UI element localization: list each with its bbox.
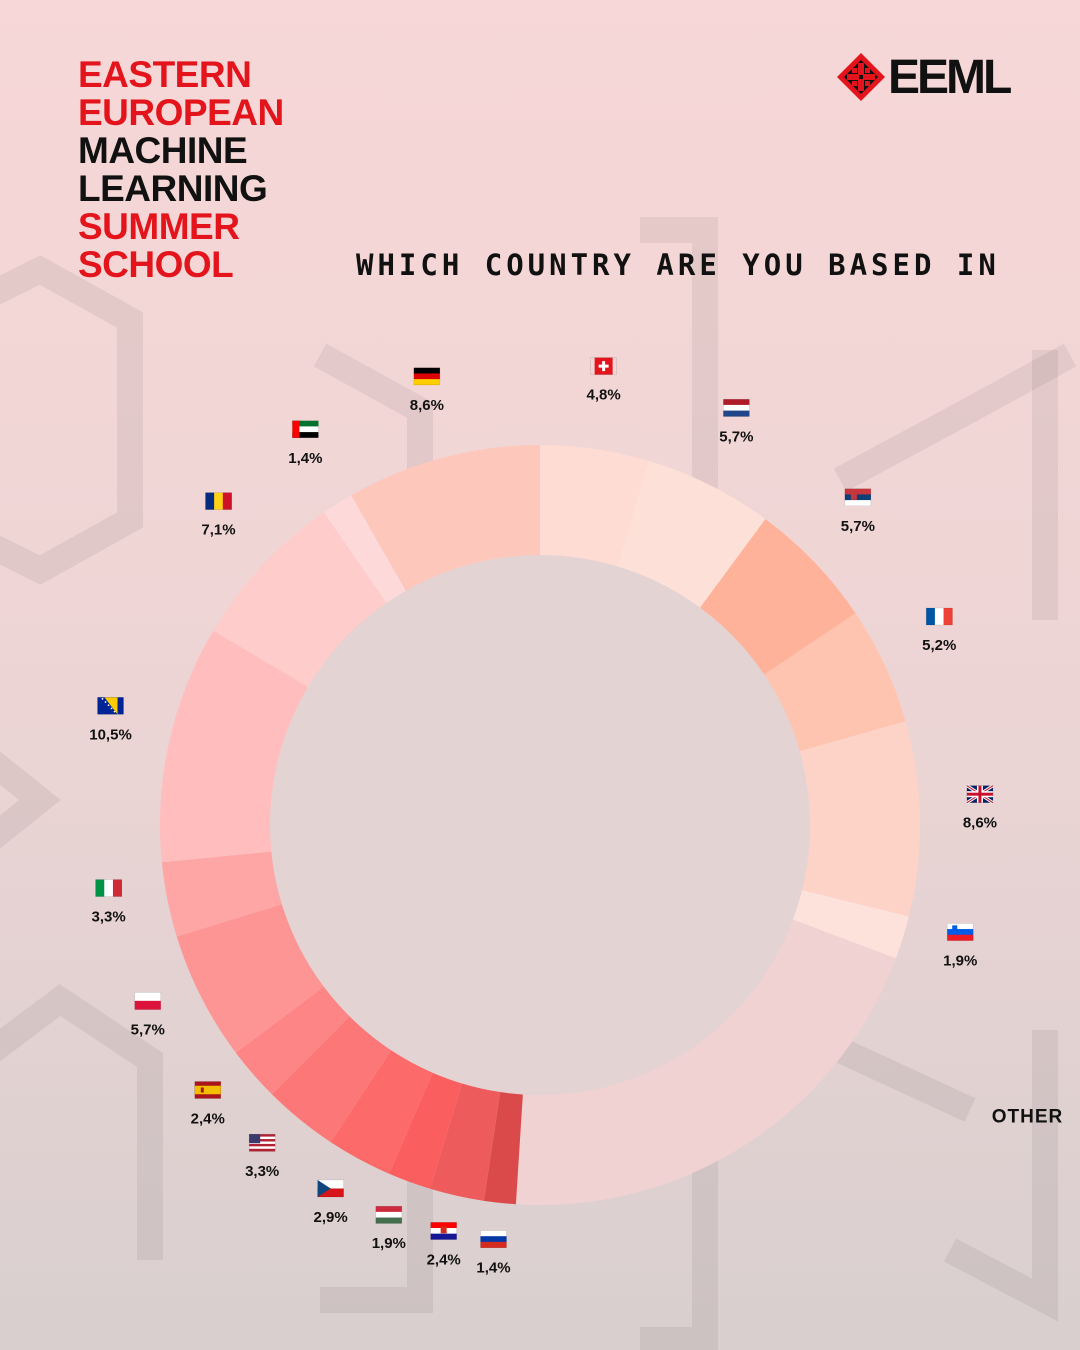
flag-slovenia-icon [946, 923, 974, 941]
slice-label: 3,3% [245, 1163, 279, 1180]
flag-italy-icon [95, 879, 122, 897]
brand-logo: EEML [836, 52, 1021, 104]
slice-italy [161, 851, 282, 937]
slice-bosnia-and-herzegovina [160, 630, 308, 863]
flag-czechia-icon [317, 1179, 344, 1198]
slice-netherlands [617, 460, 766, 608]
brand-name: EEML [888, 51, 1012, 104]
slice-croatia [430, 1083, 501, 1201]
flag-croatia-icon [430, 1222, 457, 1240]
slice-label: 5,7% [841, 518, 875, 535]
school-title-line: SUMMER [78, 206, 240, 247]
slice-russia [483, 1092, 523, 1205]
flag-russia-icon [480, 1230, 507, 1248]
school-title-line: SCHOOL [78, 244, 234, 285]
slice-label-other: OTHER [992, 1107, 1064, 1128]
slice-label: 2,4% [191, 1111, 225, 1128]
slice-slovenia [792, 890, 909, 959]
slice-label: 8,6% [410, 397, 444, 414]
slice-label: 5,7% [719, 428, 753, 445]
slice-label: 1,9% [372, 1235, 406, 1252]
flag-bosnia-icon [97, 697, 124, 715]
flag-poland-icon [134, 992, 162, 1010]
slice-label: 2,9% [314, 1209, 348, 1226]
slice-other [515, 919, 896, 1206]
flag-hungary-icon [375, 1205, 403, 1224]
chart-title: WHICH COUNTRY ARE YOU BASED IN [356, 248, 1000, 282]
slice-label: 1,4% [288, 450, 322, 467]
slice-label: 1,4% [476, 1260, 510, 1277]
flag-usa-icon [248, 1133, 276, 1152]
slice-label: 3,3% [91, 909, 125, 926]
flag-spain-icon [194, 1081, 222, 1099]
slice-hungary [389, 1072, 462, 1189]
flag-france-icon [925, 607, 953, 626]
flag-uae-icon [292, 420, 319, 439]
slice-czech-republic [330, 1050, 433, 1174]
school-title-line: MACHINE [78, 130, 248, 171]
slice-united-arab-emirates [323, 495, 406, 603]
slice-label: 10,5% [89, 726, 132, 743]
slice-label: 8,6% [963, 815, 997, 832]
school-title-line: EUROPEAN [78, 92, 284, 133]
slice-label: 4,8% [587, 387, 621, 404]
slice-label: 7,1% [201, 522, 235, 539]
school-title-line: LEARNING [78, 168, 268, 209]
embroidery-star-icon [837, 53, 885, 101]
slice-france [764, 613, 906, 752]
flag-uk-icon [966, 784, 994, 804]
slice-united-kingdom [799, 721, 920, 917]
flag-germany-icon [413, 367, 441, 386]
donut-center [270, 555, 810, 1095]
flag-switzerland-icon [590, 357, 617, 375]
flag-netherlands-icon [723, 398, 750, 417]
school-title: EASTERN EUROPEAN MACHINE LEARNING SUMMER… [78, 56, 284, 284]
slice-germany [351, 445, 540, 591]
slice-united-states [271, 1016, 392, 1143]
slice-label: 2,4% [427, 1251, 461, 1268]
slice-label: 5,7% [131, 1021, 165, 1038]
slice-switzerland [540, 445, 649, 567]
flag-romania-icon [205, 492, 232, 510]
flag-serbia-icon [844, 488, 872, 507]
slice-label: 1,9% [943, 952, 977, 969]
slice-poland [176, 904, 324, 1053]
slice-label: 5,2% [922, 637, 956, 654]
slice-spain [235, 986, 350, 1095]
slice-serbia [700, 519, 856, 675]
slice-romania [213, 512, 387, 687]
school-title-line: EASTERN [78, 54, 252, 95]
